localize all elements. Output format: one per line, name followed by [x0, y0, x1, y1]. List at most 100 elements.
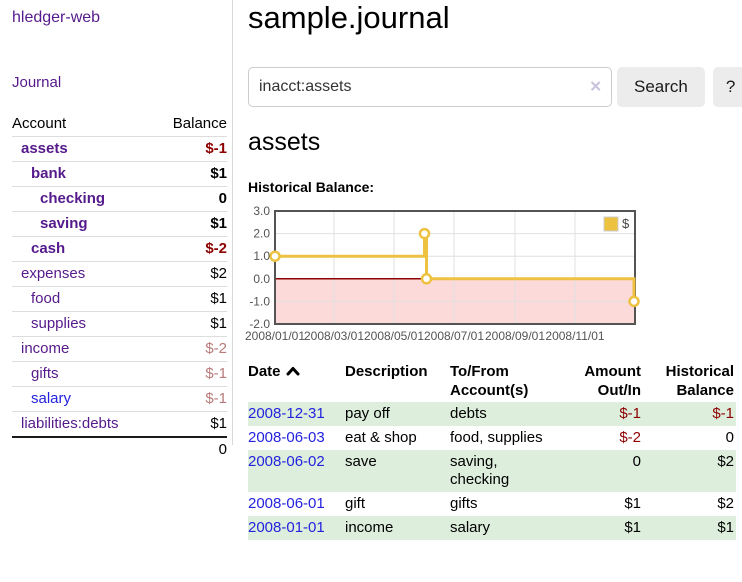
sidebar: hledger-web Journal Account Balance asse… — [0, 0, 233, 462]
register-date-cell: 2008-01-01 — [248, 516, 345, 540]
account-heading: assets — [248, 128, 321, 156]
register-amount-cell: $-2 — [619, 429, 641, 446]
account-balance: $1 — [154, 286, 227, 312]
account-cell: gifts — [12, 361, 155, 387]
register-rows: 2008-12-31 pay off debts $-1 $-1 2008-06-03 ea… — [248, 402, 736, 540]
register-header-row: Date Description To/From Account(s) Amou… — [248, 360, 736, 402]
account-row: expenses $2 — [12, 261, 227, 287]
account-row: saving $1 — [12, 211, 227, 237]
account-balance: $-1 — [154, 136, 227, 162]
account-balance: $2 — [154, 261, 227, 287]
transaction-date-link[interactable]: 2008-01-01 — [248, 519, 325, 536]
accounts-table: Account Balance assets $-1 bank $1 checking 0… — [12, 112, 227, 462]
svg-text:2.0: 2.0 — [253, 227, 270, 241]
register-date-cell: 2008-06-01 — [248, 492, 345, 516]
sidebar-item-journal[interactable]: Journal — [12, 74, 62, 91]
account-link[interactable]: salary — [31, 390, 72, 407]
search-form: ✕ Search ? — [248, 67, 742, 107]
date-column-header[interactable]: Date — [248, 360, 345, 402]
account-link[interactable]: checking — [40, 190, 106, 207]
svg-text:3.0: 3.0 — [253, 204, 270, 218]
register-amount-cell: 0 — [632, 453, 641, 470]
register-balance-cell: 0 — [725, 429, 734, 446]
account-link[interactable]: food — [31, 290, 61, 307]
account-balance: $1 — [154, 311, 227, 337]
search-input[interactable] — [248, 67, 612, 107]
transaction-date-link[interactable]: 2008-12-31 — [248, 405, 325, 422]
register-accounts-cell: debts — [450, 405, 487, 422]
accounts-table-header-row: Account Balance — [12, 112, 227, 137]
register-row: 2008-01-01 income salary $1 $1 — [248, 516, 736, 540]
register-description-cell: eat & shop — [345, 429, 417, 446]
account-link[interactable]: expenses — [21, 265, 86, 282]
account-row: checking 0 — [12, 186, 227, 212]
page-title: sample.journal — [248, 0, 450, 35]
svg-text:2008/07/01: 2008/07/01 — [424, 329, 484, 343]
svg-text:-1.0: -1.0 — [249, 294, 270, 308]
search-help-button[interactable]: ? — [712, 67, 742, 107]
register-accounts-cell: gifts — [450, 495, 478, 512]
svg-text:1.0: 1.0 — [253, 249, 270, 263]
register-accounts-cell: saving, checking — [450, 453, 510, 488]
register-date-cell: 2008-06-02 — [248, 450, 345, 492]
transaction-date-link[interactable]: 2008-06-02 — [248, 453, 325, 470]
account-row: food $1 — [12, 286, 227, 312]
accounts-total-row: 0 — [12, 436, 227, 462]
search-button[interactable]: Search — [617, 67, 705, 107]
account-row: supplies $1 — [12, 311, 227, 337]
account-cell: assets — [12, 136, 155, 162]
accounts-total-value: 0 — [12, 436, 227, 462]
register-date-cell: 2008-12-31 — [248, 402, 345, 426]
register-amount-cell: $1 — [624, 495, 641, 512]
register-row: 2008-06-01 gift gifts $1 $2 — [248, 492, 736, 516]
svg-text:2008/11/01: 2008/11/01 — [545, 329, 604, 343]
account-row: salary $-1 — [12, 386, 227, 412]
historical-balance-chart: $3.0 2.0 1.0 0.0 -1.0 -2.0 2008/01/01 2008/03/0… — [245, 203, 742, 345]
register-description-cell: pay off — [345, 405, 390, 422]
account-balance: $1 — [154, 161, 227, 187]
account-column-header: Account — [12, 115, 67, 132]
account-link[interactable]: bank — [31, 165, 67, 182]
svg-text:2008/09/01: 2008/09/01 — [485, 329, 545, 343]
app-title[interactable]: hledger-web — [12, 9, 101, 26]
account-cell: salary — [12, 386, 155, 412]
account-row: gifts $-1 — [12, 361, 227, 387]
chart-svg: $3.0 2.0 1.0 0.0 -1.0 -2.02008/01/012008/03/0… — [245, 204, 640, 343]
register-accounts-cell: food, supplies — [450, 429, 543, 446]
account-cell: checking — [12, 186, 155, 212]
balance-column-header: Balance — [172, 115, 227, 132]
account-link[interactable]: income — [21, 340, 70, 357]
chart-title: Historical Balance: — [248, 179, 375, 195]
account-balance: $-1 — [154, 386, 227, 412]
account-cell: supplies — [12, 311, 155, 337]
account-row: assets $-1 — [12, 136, 227, 162]
sort-ascending-icon[interactable] — [286, 366, 300, 376]
account-row: income $-2 — [12, 336, 227, 362]
transaction-date-link[interactable]: 2008-06-03 — [248, 429, 325, 446]
register-description-cell: save — [345, 453, 377, 470]
amount-column-header: Amount Out/In — [584, 363, 641, 399]
account-cell: income — [12, 336, 155, 362]
account-link[interactable]: gifts — [31, 365, 59, 382]
account-cell: liabilities:debts — [12, 411, 155, 437]
account-link[interactable]: supplies — [31, 315, 87, 332]
account-link[interactable]: cash — [31, 240, 66, 257]
register-accounts-cell: salary — [450, 519, 491, 536]
account-balance: 0 — [154, 186, 227, 212]
svg-text:2008/03/01: 2008/03/01 — [304, 329, 364, 343]
account-balance: $-1 — [154, 361, 227, 387]
account-cell: food — [12, 286, 155, 312]
account-link[interactable]: liabilities:debts — [21, 415, 119, 432]
svg-text:$: $ — [622, 216, 630, 231]
account-link[interactable]: saving — [40, 215, 88, 232]
transaction-date-link[interactable]: 2008-06-01 — [248, 495, 325, 512]
account-row: bank $1 — [12, 161, 227, 187]
register-row: 2008-06-03 eat & shop food, supplies $-2 0 — [248, 426, 736, 450]
account-row: liabilities:debts $1 — [12, 411, 227, 437]
clear-search-icon[interactable]: ✕ — [589, 78, 602, 96]
register-row: 2008-06-02 save saving, checking 0 $2 — [248, 450, 736, 492]
account-link[interactable]: assets — [21, 140, 68, 157]
register-amount-cell: $-1 — [619, 405, 641, 422]
register-balance-cell: $-1 — [712, 405, 734, 422]
account-balance: $1 — [154, 211, 227, 237]
